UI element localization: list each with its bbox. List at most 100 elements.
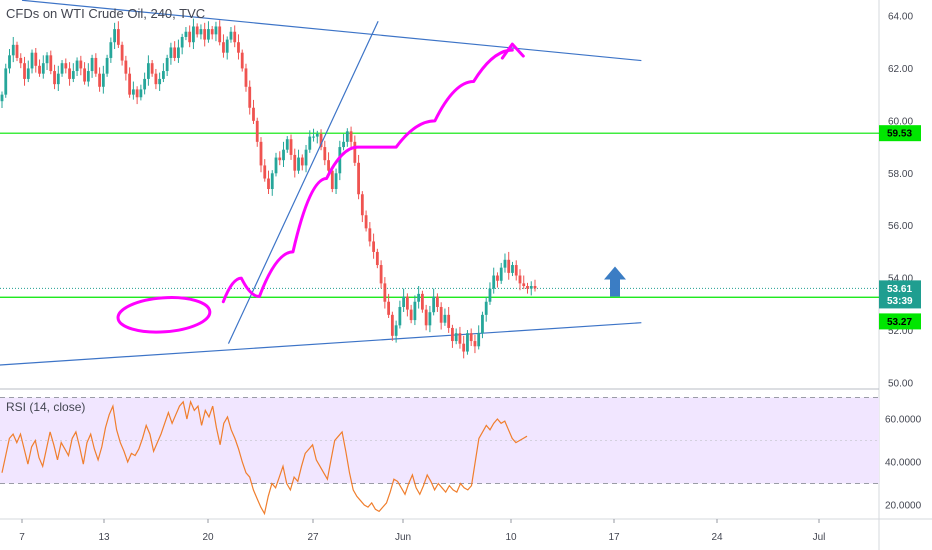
candle-body [462, 343, 466, 352]
candle-body [248, 86, 252, 108]
candle-body [526, 286, 529, 289]
rsi-label: RSI (14, close) [6, 400, 86, 414]
candle-body [203, 29, 207, 40]
candle-body [19, 57, 23, 64]
candle-body [195, 26, 199, 35]
candle-body [199, 29, 203, 35]
x-tick-label: 27 [307, 532, 319, 543]
x-tick-label: 17 [608, 532, 620, 543]
candle-body [327, 160, 330, 171]
candle-body [146, 63, 150, 79]
candle-body [511, 265, 514, 273]
candle-body [507, 259, 511, 273]
candle-body [56, 73, 60, 85]
candle-body [387, 301, 391, 315]
candle-body [98, 73, 101, 87]
candle-body [207, 29, 210, 40]
candle-body [413, 301, 417, 321]
candle-body [390, 314, 394, 336]
candle-body [150, 63, 154, 74]
candle-body [458, 333, 462, 344]
candle-body [353, 141, 357, 163]
candle-body [481, 314, 484, 334]
candle-body [83, 68, 86, 82]
candle-body [68, 68, 71, 79]
candle-body [529, 286, 533, 289]
candle-body [300, 157, 304, 166]
candle-body [131, 89, 135, 95]
candle-body [383, 283, 387, 302]
candle-body [308, 136, 312, 150]
candle-body [323, 147, 327, 161]
candle-body [375, 251, 379, 266]
up-arrow-icon [604, 266, 626, 297]
candle-body [432, 296, 436, 313]
candle-body [34, 52, 38, 66]
candle-body [372, 241, 375, 252]
candle-body [218, 26, 222, 43]
candle-body [398, 306, 402, 326]
candle-body [11, 44, 15, 56]
candle-body [503, 259, 507, 268]
candle-body [379, 265, 383, 284]
candle-body [477, 333, 481, 347]
candle-body [496, 275, 499, 281]
candle-body [349, 131, 353, 142]
candle-body [518, 275, 522, 284]
candle-body [60, 63, 64, 74]
candle-body [4, 68, 8, 95]
candle-body [225, 39, 229, 53]
candle-body [368, 228, 372, 242]
x-tick-label: 24 [711, 532, 723, 543]
y-tick-label: 54.00 [888, 274, 913, 285]
x-tick-label: Jul [813, 532, 826, 543]
candle-body [45, 55, 49, 64]
candle-body [289, 139, 293, 155]
candle-body [270, 173, 274, 190]
candle-body [360, 194, 364, 216]
price-tag-level: 59.53 [879, 125, 921, 142]
y-tick-label: 56.00 [888, 221, 913, 232]
candle-body [23, 63, 26, 79]
candle-body [86, 71, 90, 82]
candle-body [330, 170, 334, 190]
candle-body [184, 31, 188, 37]
candle-body [451, 327, 454, 342]
candle-body [165, 57, 169, 72]
candle-body [71, 71, 75, 79]
price-tag-label: 59.53 [887, 129, 912, 140]
candle-body [237, 42, 240, 53]
candle-body [162, 71, 165, 79]
candle-body [484, 301, 488, 315]
upper-channel-line [21, 0, 642, 62]
candle-body [334, 173, 338, 190]
candle-body [113, 29, 117, 43]
candle-body [109, 42, 113, 58]
price-tag-current: 53.61 [879, 280, 921, 297]
projected-arrow-head [500, 42, 525, 60]
y-tick-label: 50.00 [888, 379, 913, 390]
candle-body [357, 162, 360, 195]
candle-body [345, 131, 349, 142]
projected-path-annotation [221, 48, 514, 304]
candle-body [233, 31, 237, 43]
candle-body [315, 133, 319, 137]
candle-body [338, 147, 342, 174]
candle-body [180, 36, 184, 48]
candle-body [26, 68, 30, 79]
candle-body [244, 68, 248, 87]
candle-body [514, 265, 518, 276]
candle-body [101, 73, 105, 87]
candle-body [282, 149, 285, 161]
candle-body [312, 136, 315, 138]
candle-body [473, 341, 477, 347]
candle-body [417, 293, 421, 302]
candle-body [64, 63, 68, 69]
candle-body [38, 65, 41, 74]
candle-body [128, 73, 132, 95]
candle-body [436, 296, 439, 307]
candle-body [342, 141, 345, 148]
x-tick-label: 7 [19, 532, 25, 543]
